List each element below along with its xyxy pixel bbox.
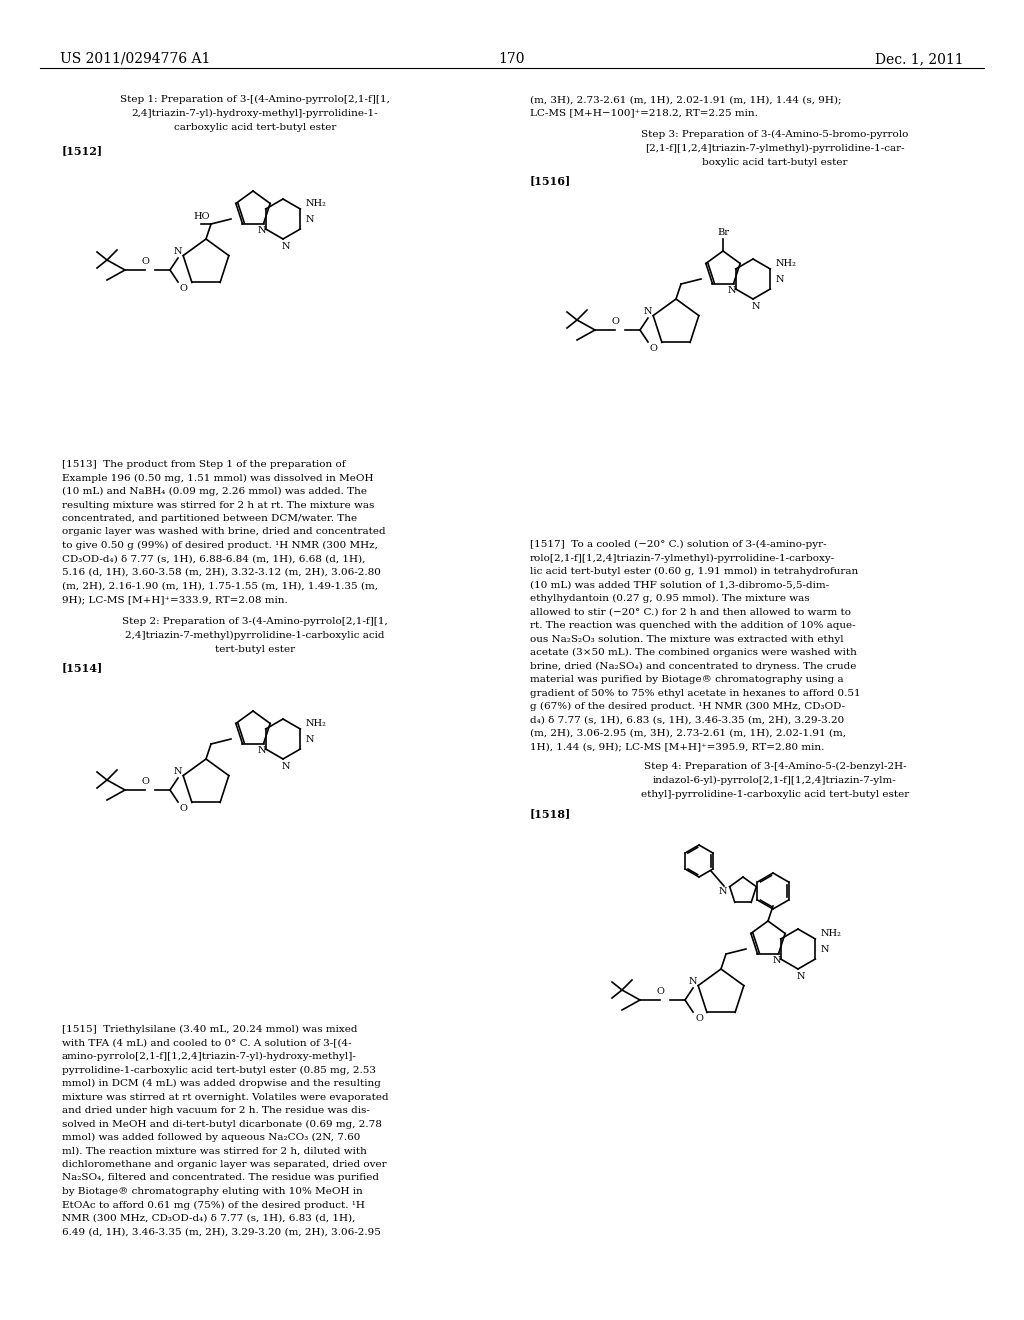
Text: LC-MS [M+H−100]⁺=218.2, RT=2.25 min.: LC-MS [M+H−100]⁺=218.2, RT=2.25 min. — [530, 108, 758, 117]
Text: [1512]: [1512] — [62, 145, 103, 156]
Text: N: N — [821, 945, 829, 953]
Text: O: O — [650, 345, 657, 352]
Text: N: N — [306, 734, 314, 743]
Text: 2,4]triazin-7-methyl)pyrrolidine-1-carboxylic acid: 2,4]triazin-7-methyl)pyrrolidine-1-carbo… — [125, 631, 385, 640]
Text: HO: HO — [193, 213, 210, 220]
Text: rt. The reaction was quenched with the addition of 10% aque-: rt. The reaction was quenched with the a… — [530, 620, 856, 630]
Text: and dried under high vacuum for 2 h. The residue was dis-: and dried under high vacuum for 2 h. The… — [62, 1106, 370, 1115]
Text: NH₂: NH₂ — [821, 929, 842, 939]
Text: acetate (3×50 mL). The combined organics were washed with: acetate (3×50 mL). The combined organics… — [530, 648, 857, 657]
Text: [1515]  Triethylsilane (3.40 mL, 20.24 mmol) was mixed: [1515] Triethylsilane (3.40 mL, 20.24 mm… — [62, 1026, 357, 1034]
Text: O: O — [656, 987, 664, 997]
Text: Step 4: Preparation of 3-[4-Amino-5-(2-benzyl-2H-: Step 4: Preparation of 3-[4-Amino-5-(2-b… — [644, 762, 906, 771]
Text: [1516]: [1516] — [530, 176, 571, 186]
Text: NMR (300 MHz, CD₃OD-d₄) δ 7.77 (s, 1H), 6.83 (d, 1H),: NMR (300 MHz, CD₃OD-d₄) δ 7.77 (s, 1H), … — [62, 1214, 355, 1224]
Text: N: N — [257, 746, 266, 755]
Text: O: O — [611, 317, 618, 326]
Text: g (67%) of the desired product. ¹H NMR (300 MHz, CD₃OD-: g (67%) of the desired product. ¹H NMR (… — [530, 702, 845, 711]
Text: indazol-6-yl)-pyrrolo[2,1-f][1,2,4]triazin-7-ylm-: indazol-6-yl)-pyrrolo[2,1-f][1,2,4]triaz… — [653, 776, 897, 785]
Text: material was purified by Biotage® chromatography using a: material was purified by Biotage® chroma… — [530, 675, 844, 684]
Text: resulting mixture was stirred for 2 h at rt. The mixture was: resulting mixture was stirred for 2 h at… — [62, 500, 375, 510]
Text: NH₂: NH₂ — [306, 719, 327, 729]
Text: d₄) δ 7.77 (s, 1H), 6.83 (s, 1H), 3.46-3.35 (m, 2H), 3.29-3.20: d₄) δ 7.77 (s, 1H), 6.83 (s, 1H), 3.46-3… — [530, 715, 844, 725]
Text: NH₂: NH₂ — [306, 199, 327, 209]
Text: [2,1-f][1,2,4]triazin-7-ylmethyl)-pyrrolidine-1-car-: [2,1-f][1,2,4]triazin-7-ylmethyl)-pyrrol… — [645, 144, 905, 153]
Text: ous Na₂S₂O₃ solution. The mixture was extracted with ethyl: ous Na₂S₂O₃ solution. The mixture was ex… — [530, 635, 844, 644]
Text: N: N — [772, 956, 781, 965]
Text: EtOAc to afford 0.61 mg (75%) of the desired product. ¹H: EtOAc to afford 0.61 mg (75%) of the des… — [62, 1200, 365, 1209]
Text: amino-pyrrolo[2,1-f][1,2,4]triazin-7-yl)-hydroxy-methyl]-: amino-pyrrolo[2,1-f][1,2,4]triazin-7-yl)… — [62, 1052, 357, 1061]
Text: 1H), 1.44 (s, 9H); LC-MS [M+H]⁺=395.9, RT=2.80 min.: 1H), 1.44 (s, 9H); LC-MS [M+H]⁺=395.9, R… — [530, 742, 824, 751]
Text: 170: 170 — [499, 51, 525, 66]
Text: solved in MeOH and di-tert-butyl dicarbonate (0.69 mg, 2.78: solved in MeOH and di-tert-butyl dicarbo… — [62, 1119, 382, 1129]
Text: ethylhydantoin (0.27 g, 0.95 mmol). The mixture was: ethylhydantoin (0.27 g, 0.95 mmol). The … — [530, 594, 810, 603]
Text: allowed to stir (−20° C.) for 2 h and then allowed to warm to: allowed to stir (−20° C.) for 2 h and th… — [530, 607, 851, 616]
Text: Step 3: Preparation of 3-(4-Amino-5-bromo-pyrrolo: Step 3: Preparation of 3-(4-Amino-5-brom… — [641, 129, 908, 139]
Text: N: N — [306, 214, 314, 223]
Text: NH₂: NH₂ — [776, 260, 797, 268]
Text: lic acid tert-butyl ester (0.60 g, 1.91 mmol) in tetrahydrofuran: lic acid tert-butyl ester (0.60 g, 1.91 … — [530, 568, 858, 576]
Text: O: O — [180, 804, 187, 813]
Text: 9H); LC-MS [M+H]⁺=333.9, RT=2.08 min.: 9H); LC-MS [M+H]⁺=333.9, RT=2.08 min. — [62, 595, 288, 605]
Text: N: N — [644, 308, 652, 315]
Text: 6.49 (d, 1H), 3.46-3.35 (m, 2H), 3.29-3.20 (m, 2H), 3.06-2.95: 6.49 (d, 1H), 3.46-3.35 (m, 2H), 3.29-3.… — [62, 1228, 381, 1237]
Text: tert-butyl ester: tert-butyl ester — [215, 645, 295, 653]
Text: N: N — [776, 275, 784, 284]
Text: N: N — [689, 977, 697, 986]
Text: O: O — [141, 257, 148, 267]
Text: rolo[2,1-f][1,2,4]triazin-7-ylmethyl)-pyrrolidine-1-carboxy-: rolo[2,1-f][1,2,4]triazin-7-ylmethyl)-py… — [530, 553, 836, 562]
Text: Step 2: Preparation of 3-(4-Amino-pyrrolo[2,1-f][1,: Step 2: Preparation of 3-(4-Amino-pyrrol… — [122, 616, 388, 626]
Text: O: O — [180, 284, 187, 293]
Text: gradient of 50% to 75% ethyl acetate in hexanes to afford 0.51: gradient of 50% to 75% ethyl acetate in … — [530, 689, 860, 697]
Text: concentrated, and partitioned between DCM/water. The: concentrated, and partitioned between DC… — [62, 513, 357, 523]
Text: N: N — [727, 285, 736, 294]
Text: N: N — [797, 972, 805, 981]
Text: Dec. 1, 2011: Dec. 1, 2011 — [876, 51, 964, 66]
Text: [1517]  To a cooled (−20° C.) solution of 3-(4-amino-pyr-: [1517] To a cooled (−20° C.) solution of… — [530, 540, 826, 549]
Text: N: N — [282, 242, 290, 251]
Text: mmol) in DCM (4 mL) was added dropwise and the resulting: mmol) in DCM (4 mL) was added dropwise a… — [62, 1078, 381, 1088]
Text: mixture was stirred at rt overnight. Volatiles were evaporated: mixture was stirred at rt overnight. Vol… — [62, 1093, 389, 1101]
Text: brine, dried (Na₂SO₄) and concentrated to dryness. The crude: brine, dried (Na₂SO₄) and concentrated t… — [530, 661, 856, 671]
Text: carboxylic acid tert-butyl ester: carboxylic acid tert-butyl ester — [174, 123, 336, 132]
Text: N: N — [282, 762, 290, 771]
Text: 2,4]triazin-7-yl)-hydroxy-methyl]-pyrrolidine-1-: 2,4]triazin-7-yl)-hydroxy-methyl]-pyrrol… — [132, 110, 378, 117]
Text: [1513]  The product from Step 1 of the preparation of: [1513] The product from Step 1 of the pr… — [62, 459, 345, 469]
Text: O: O — [141, 777, 148, 785]
Text: [1518]: [1518] — [530, 808, 571, 818]
Text: (m, 2H), 2.16-1.90 (m, 1H), 1.75-1.55 (m, 1H), 1.49-1.35 (m,: (m, 2H), 2.16-1.90 (m, 1H), 1.75-1.55 (m… — [62, 582, 378, 590]
Text: O: O — [695, 1014, 702, 1023]
Text: (m, 3H), 2.73-2.61 (m, 1H), 2.02-1.91 (m, 1H), 1.44 (s, 9H);: (m, 3H), 2.73-2.61 (m, 1H), 2.02-1.91 (m… — [530, 95, 842, 104]
Text: by Biotage® chromatography eluting with 10% MeOH in: by Biotage® chromatography eluting with … — [62, 1187, 362, 1196]
Text: to give 0.50 g (99%) of desired product. ¹H NMR (300 MHz,: to give 0.50 g (99%) of desired product.… — [62, 541, 378, 550]
Text: Br: Br — [717, 228, 729, 238]
Text: ethyl]-pyrrolidine-1-carboxylic acid tert-butyl ester: ethyl]-pyrrolidine-1-carboxylic acid ter… — [641, 789, 909, 799]
Text: ml). The reaction mixture was stirred for 2 h, diluted with: ml). The reaction mixture was stirred fo… — [62, 1147, 367, 1155]
Text: pyrrolidine-1-carboxylic acid tert-butyl ester (0.85 mg, 2.53: pyrrolidine-1-carboxylic acid tert-butyl… — [62, 1065, 376, 1074]
Text: (10 mL) was added THF solution of 1,3-dibromo-5,5-dim-: (10 mL) was added THF solution of 1,3-di… — [530, 581, 829, 590]
Text: N: N — [752, 302, 760, 312]
Text: Na₂SO₄, filtered and concentrated. The residue was purified: Na₂SO₄, filtered and concentrated. The r… — [62, 1173, 379, 1183]
Text: (10 mL) and NaBH₄ (0.09 mg, 2.26 mmol) was added. The: (10 mL) and NaBH₄ (0.09 mg, 2.26 mmol) w… — [62, 487, 367, 496]
Text: with TFA (4 mL) and cooled to 0° C. A solution of 3-[(4-: with TFA (4 mL) and cooled to 0° C. A so… — [62, 1039, 351, 1048]
Text: [1514]: [1514] — [62, 663, 103, 673]
Text: N: N — [719, 887, 727, 895]
Text: (m, 2H), 3.06-2.95 (m, 3H), 2.73-2.61 (m, 1H), 2.02-1.91 (m,: (m, 2H), 3.06-2.95 (m, 3H), 2.73-2.61 (m… — [530, 729, 846, 738]
Text: boxylic acid tart-butyl ester: boxylic acid tart-butyl ester — [702, 158, 848, 168]
Text: mmol) was added followed by aqueous Na₂CO₃ (2N, 7.60: mmol) was added followed by aqueous Na₂C… — [62, 1133, 360, 1142]
Text: dichloromethane and organic layer was separated, dried over: dichloromethane and organic layer was se… — [62, 1160, 387, 1170]
Text: N: N — [257, 226, 266, 235]
Text: Example 196 (0.50 mg, 1.51 mmol) was dissolved in MeOH: Example 196 (0.50 mg, 1.51 mmol) was dis… — [62, 474, 374, 483]
Text: CD₃OD-d₄) δ 7.77 (s, 1H), 6.88-6.84 (m, 1H), 6.68 (d, 1H),: CD₃OD-d₄) δ 7.77 (s, 1H), 6.88-6.84 (m, … — [62, 554, 366, 564]
Text: 5.16 (d, 1H), 3.60-3.58 (m, 2H), 3.32-3.12 (m, 2H), 3.06-2.80: 5.16 (d, 1H), 3.60-3.58 (m, 2H), 3.32-3.… — [62, 568, 381, 577]
Text: organic layer was washed with brine, dried and concentrated: organic layer was washed with brine, dri… — [62, 528, 386, 536]
Text: N: N — [174, 767, 182, 776]
Text: Step 1: Preparation of 3-[(4-Amino-pyrrolo[2,1-f][1,: Step 1: Preparation of 3-[(4-Amino-pyrro… — [120, 95, 390, 104]
Text: N: N — [174, 247, 182, 256]
Text: US 2011/0294776 A1: US 2011/0294776 A1 — [60, 51, 210, 66]
